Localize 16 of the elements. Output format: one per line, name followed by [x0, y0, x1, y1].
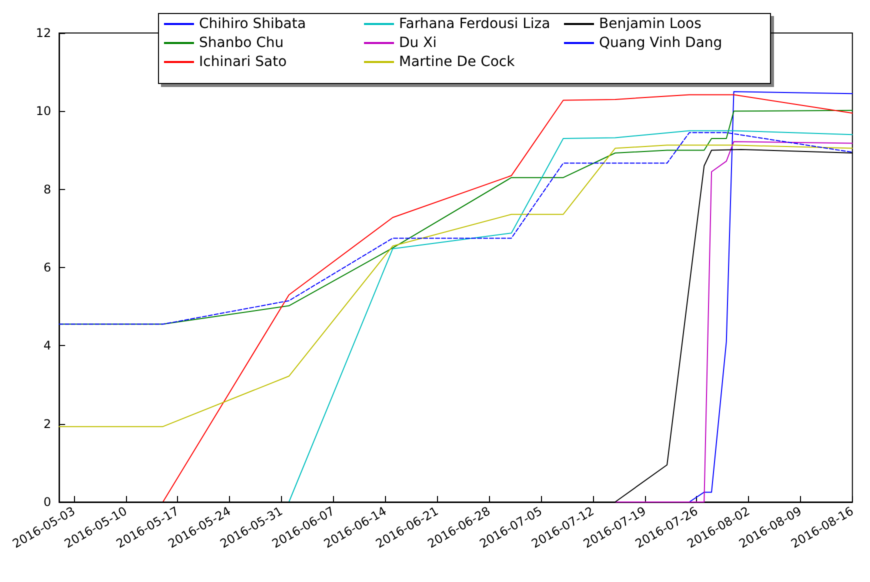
line-series: [58, 144, 853, 428]
y-tick-label: 10: [36, 104, 52, 118]
y-tick-label: 4: [43, 338, 52, 353]
legend-label: Chihiro Shibata: [199, 16, 306, 32]
y-tick-label: 8: [43, 182, 52, 196]
legend-label: Ichinari Sato: [199, 54, 287, 70]
legend-label: Benjamin Loos: [599, 16, 702, 32]
legend-label: Du Xi: [399, 35, 437, 51]
legend-label: Farhana Ferdousi Liza: [399, 16, 550, 32]
legend-label: Quang Vinh Dang: [599, 35, 722, 51]
y-tick-label: 12: [36, 26, 52, 40]
y-tick-label: 0: [43, 495, 52, 509]
y-tick-label: 6: [43, 260, 52, 274]
y-tick-label: 2: [43, 416, 52, 431]
legend-label: Shanbo Chu: [199, 35, 284, 51]
legend-label: Martine De Cock: [399, 54, 516, 70]
